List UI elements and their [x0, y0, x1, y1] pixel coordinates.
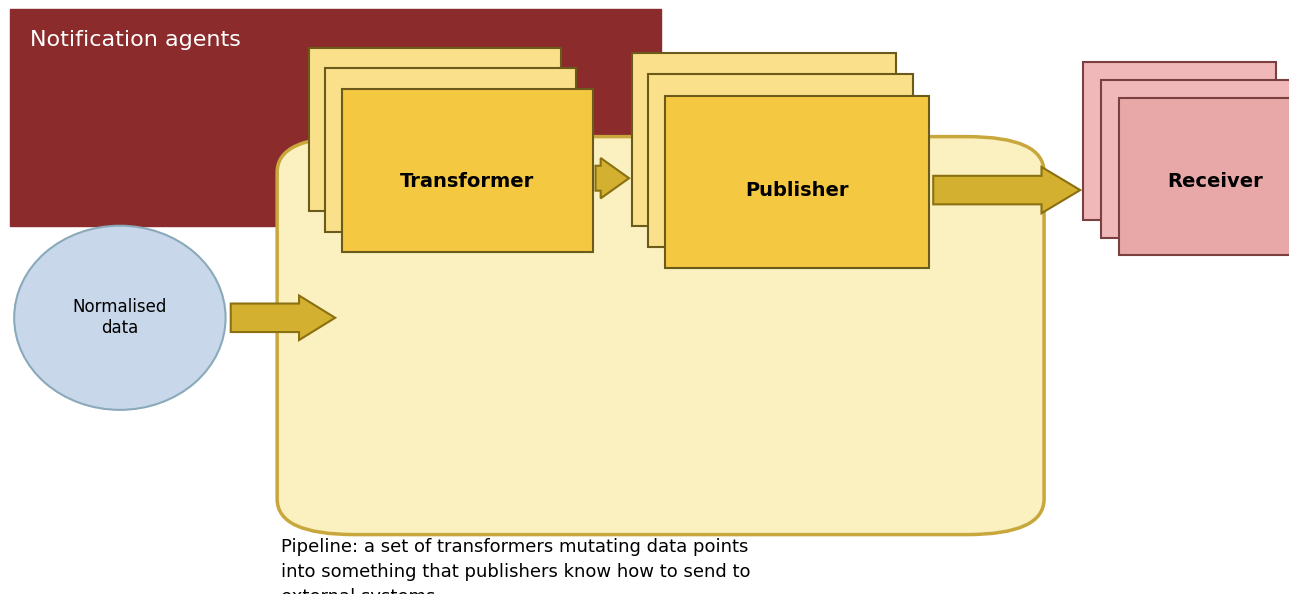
FancyBboxPatch shape: [277, 137, 1044, 535]
FancyBboxPatch shape: [1119, 98, 1289, 255]
Text: Transformer: Transformer: [400, 172, 534, 191]
Polygon shape: [596, 158, 629, 198]
Text: Pipeline: a set of transformers mutating data points
into something that publish: Pipeline: a set of transformers mutating…: [281, 538, 750, 594]
FancyBboxPatch shape: [325, 68, 576, 232]
Text: Notification agents: Notification agents: [30, 30, 241, 50]
Polygon shape: [933, 167, 1080, 213]
Text: Normalised
data: Normalised data: [72, 298, 168, 337]
Polygon shape: [231, 296, 335, 340]
Ellipse shape: [14, 226, 226, 410]
FancyBboxPatch shape: [665, 96, 929, 268]
FancyBboxPatch shape: [632, 53, 896, 226]
Text: Publisher: Publisher: [745, 181, 848, 200]
FancyBboxPatch shape: [10, 9, 661, 226]
FancyBboxPatch shape: [342, 89, 593, 252]
Text: Receiver: Receiver: [1168, 172, 1263, 191]
FancyBboxPatch shape: [648, 74, 913, 247]
FancyBboxPatch shape: [309, 48, 561, 211]
FancyBboxPatch shape: [1101, 80, 1289, 238]
FancyBboxPatch shape: [1083, 62, 1276, 220]
